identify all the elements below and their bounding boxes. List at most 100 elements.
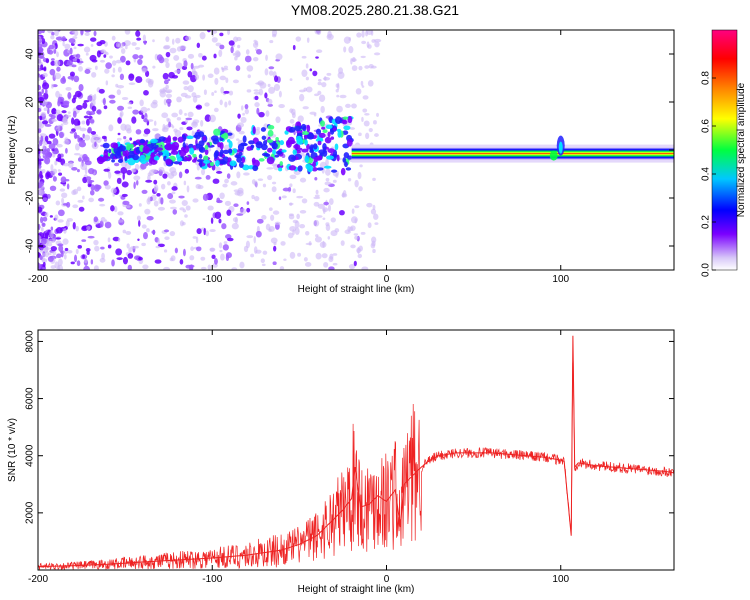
heatmap-signal-cell bbox=[288, 154, 296, 162]
heatmap-noise-cell bbox=[66, 201, 71, 208]
heatmap-signal-cell bbox=[327, 148, 335, 154]
heatmap-noise-cell bbox=[58, 245, 64, 252]
heatmap-noise-cell bbox=[158, 167, 165, 172]
heatmap-noise-cell bbox=[182, 248, 186, 257]
heatmap-noise-cell bbox=[239, 261, 245, 269]
heatmap-noise-cell bbox=[125, 230, 132, 235]
snr-x-tick-label: -200 bbox=[28, 574, 48, 585]
heatmap-noise-cell bbox=[298, 89, 306, 93]
heatmap-noise-cell bbox=[107, 237, 111, 243]
heatmap-noise-cell bbox=[50, 164, 54, 172]
heatmap-noise-cell bbox=[178, 109, 183, 116]
heatmap-noise-cell bbox=[289, 108, 294, 113]
heatmap-noise-cell bbox=[238, 130, 245, 135]
heatmap-noise-cell bbox=[317, 81, 322, 86]
heatmap-noise-cell bbox=[270, 214, 275, 221]
heatmap-noise-cell bbox=[49, 215, 53, 218]
heatmap-noise-cell bbox=[128, 73, 135, 81]
heatmap-noise-cell bbox=[94, 65, 98, 71]
heatmap-noise-cell bbox=[365, 132, 370, 140]
heatmap-noise-cell bbox=[374, 222, 379, 225]
heatmap-signal-cell bbox=[342, 116, 349, 120]
heatmap-signal-cell bbox=[142, 145, 150, 154]
heatmap-noise-cell bbox=[143, 118, 148, 123]
heatmap-noise-cell bbox=[296, 195, 304, 199]
heatmap-noise-cell bbox=[202, 74, 206, 81]
heatmap-noise-cell bbox=[184, 112, 187, 116]
heatmap-noise-cell bbox=[147, 119, 154, 122]
heatmap-noise-cell bbox=[188, 265, 194, 270]
heatmap-noise-cell bbox=[299, 224, 306, 229]
heatmap-noise-cell bbox=[185, 117, 193, 121]
heatmap-noise-cell bbox=[67, 111, 71, 114]
heatmap-noise-cell bbox=[184, 168, 190, 174]
heatmap-noise-cell bbox=[138, 256, 143, 261]
heatmap-signal-cell bbox=[173, 161, 181, 165]
heatmap-x-axis-label: Height of straight line (km) bbox=[298, 284, 415, 295]
heatmap-noise-cell bbox=[325, 168, 331, 176]
heatmap-signal-cell bbox=[192, 153, 197, 158]
heatmap-noise-cell bbox=[111, 259, 115, 267]
heatmap-noise-cell bbox=[47, 252, 52, 256]
heatmap-signal-cell bbox=[274, 154, 280, 158]
heatmap-noise-cell bbox=[370, 242, 376, 249]
heatmap-noise-cell bbox=[96, 109, 102, 115]
heatmap-noise-cell bbox=[54, 30, 59, 37]
heatmap-y-tick-label: -40 bbox=[25, 238, 36, 253]
heatmap-signal-cell bbox=[322, 142, 327, 151]
heatmap-noise-cell bbox=[61, 197, 65, 204]
heatmap-noise-cell bbox=[117, 237, 121, 242]
heatmap-noise-cell bbox=[230, 181, 238, 186]
heatmap-noise-cell bbox=[50, 246, 57, 252]
heatmap-noise-cell bbox=[68, 161, 74, 168]
colorbar-gradient bbox=[711, 29, 738, 271]
heatmap-noise-cell bbox=[373, 213, 379, 220]
heatmap-noise-cell bbox=[126, 128, 132, 134]
heatmap-noise-cell bbox=[256, 218, 264, 224]
heatmap-noise-cell bbox=[274, 75, 279, 83]
snr-y-tick-label: 6000 bbox=[25, 387, 36, 410]
heatmap-noise-cell bbox=[339, 210, 345, 216]
heatmap-noise-cell bbox=[165, 61, 170, 69]
heatmap-noise-cell bbox=[214, 258, 218, 265]
heatmap-noise-cell bbox=[314, 194, 320, 198]
heatmap-noise-cell bbox=[213, 53, 217, 59]
heatmap-noise-cell bbox=[180, 92, 188, 97]
heatmap-noise-cell bbox=[116, 89, 122, 96]
heatmap-noise-cell bbox=[39, 255, 43, 261]
heatmap-noise-cell bbox=[201, 55, 207, 61]
heatmap-noise-cell bbox=[76, 169, 80, 173]
snr-y-axis-label: SNR (10 * v/v) bbox=[7, 418, 18, 482]
heatmap-noise-cell bbox=[209, 114, 216, 123]
heatmap-noise-cell bbox=[71, 30, 75, 34]
heatmap-noise-cell bbox=[143, 128, 151, 135]
heatmap-noise-cell bbox=[136, 215, 141, 221]
heatmap-signal-cell bbox=[126, 143, 131, 151]
heatmap-noise-cell bbox=[218, 218, 222, 224]
heatmap-noise-cell bbox=[255, 230, 262, 238]
heatmap-noise-cell bbox=[267, 98, 273, 105]
heatmap-signal-cell bbox=[167, 135, 171, 143]
heatmap-noise-cell bbox=[99, 59, 106, 63]
heatmap-noise-cell bbox=[39, 158, 44, 162]
heatmap-noise-cell bbox=[173, 55, 180, 61]
heatmap-noise-cell bbox=[332, 179, 337, 183]
heatmap-noise-cell bbox=[258, 88, 264, 96]
heatmap-signal-cell bbox=[266, 139, 274, 143]
heatmap-noise-cell bbox=[332, 253, 338, 256]
heatmap-noise-cell bbox=[186, 126, 193, 131]
heatmap-noise-cell bbox=[348, 264, 356, 270]
heatmap-noise-cell bbox=[51, 119, 58, 122]
heatmap-noise-cell bbox=[172, 209, 178, 215]
heatmap-noise-cell bbox=[179, 259, 184, 265]
heatmap-noise-cell bbox=[358, 186, 363, 192]
heatmap-noise-cell bbox=[207, 73, 214, 79]
heatmap-signal-cell bbox=[261, 135, 267, 140]
heatmap-noise-cell bbox=[152, 128, 159, 132]
heatmap-noise-cell bbox=[356, 32, 362, 38]
heatmap-signal-cell bbox=[153, 149, 159, 153]
heatmap-noise-cell bbox=[55, 36, 63, 41]
heatmap-noise-cell bbox=[211, 254, 216, 260]
heatmap-noise-cell bbox=[166, 90, 171, 94]
heatmap-noise-cell bbox=[132, 109, 139, 115]
